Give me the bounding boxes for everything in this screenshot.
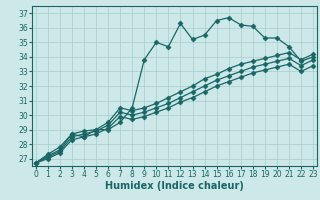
- X-axis label: Humidex (Indice chaleur): Humidex (Indice chaleur): [105, 181, 244, 191]
